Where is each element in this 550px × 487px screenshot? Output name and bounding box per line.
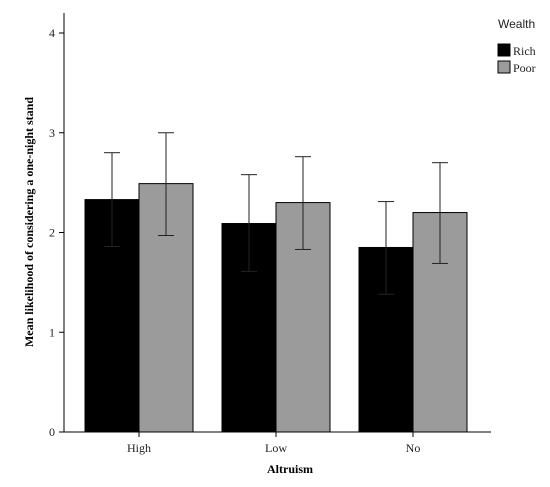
- x-tick-label: High: [127, 441, 151, 455]
- y-tick-label: 3: [49, 126, 55, 140]
- x-axis: High Low No: [64, 431, 491, 455]
- x-tick-label: Low: [265, 441, 287, 455]
- y-tick-label: 4: [49, 26, 55, 40]
- y-tick-label: 0: [49, 425, 55, 439]
- bars: [84, 183, 468, 433]
- legend-swatch: [497, 43, 511, 57]
- legend-swatch: [497, 60, 511, 74]
- y-axis-title: Mean likelihood of considering a one-nig…: [22, 97, 36, 347]
- y-tick-label: 1: [49, 325, 55, 339]
- y-axis: 0 1 2 3 4: [49, 13, 65, 439]
- legend-item-label: Rich: [513, 44, 536, 58]
- legend-title: Wealth: [498, 17, 535, 31]
- y-tick-label: 2: [49, 226, 55, 240]
- x-tick-label: No: [406, 441, 421, 455]
- x-axis-title: Altruism: [267, 462, 313, 476]
- legend-item-label: Poor: [513, 61, 536, 75]
- error-bars: [104, 132, 448, 295]
- legend: Wealth Rich Poor: [497, 17, 536, 75]
